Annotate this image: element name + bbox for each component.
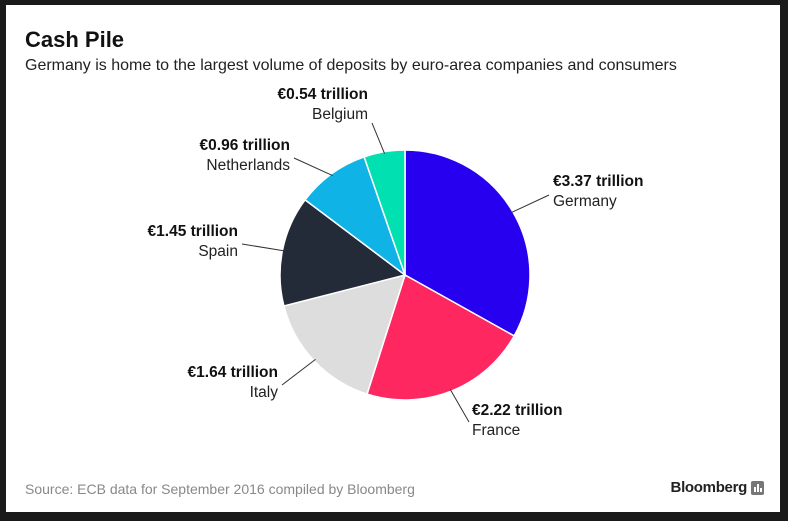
slice-label-germany: €3.37 trillion Germany — [553, 172, 643, 212]
chart-card: Cash Pile Germany is home to the largest… — [6, 5, 780, 512]
leader-line-netherlands — [293, 157, 333, 177]
slice-category-label: Spain — [198, 243, 238, 260]
brand-logo: Bloomberg — [671, 479, 764, 496]
slice-category-label: Netherlands — [206, 157, 290, 174]
leader-line-belgium — [371, 122, 386, 154]
leader-line-italy — [281, 358, 316, 386]
brand-name: Bloomberg — [670, 479, 748, 496]
slice-label-france: €2.22 trillion France — [472, 401, 562, 441]
pie-slices — [279, 149, 531, 401]
slice-label-netherlands: €0.96 trillion Netherlands — [200, 136, 290, 176]
pie-chart — [241, 122, 550, 423]
slice-label-belgium: €0.54 trillion Belgium — [278, 85, 368, 125]
leader-line-germany — [510, 194, 550, 214]
leader-lines — [241, 122, 550, 423]
slice-label-italy: €1.64 trillion Italy — [188, 363, 278, 403]
slice-label-spain: €1.45 trillion Spain — [148, 222, 238, 262]
leader-line-spain — [241, 243, 285, 252]
slice-value-label: €1.64 trillion — [187, 364, 278, 381]
slice-value-label: €3.37 trillion — [553, 173, 644, 190]
slice-category-label: Belgium — [312, 106, 368, 123]
slice-value-label: €1.45 trillion — [147, 223, 238, 240]
slice-value-label: €0.96 trillion — [199, 137, 290, 154]
leader-line-france — [449, 389, 470, 423]
slice-category-label: France — [472, 422, 521, 439]
chart-subtitle: Germany is home to the largest volume of… — [25, 57, 677, 74]
slice-category-label: Italy — [249, 384, 278, 401]
bloomberg-bars-icon — [751, 480, 764, 495]
slice-category-label: Germany — [553, 193, 617, 210]
slice-value-label: €2.22 trillion — [472, 402, 563, 419]
source-note: Source: ECB data for September 2016 comp… — [25, 481, 415, 497]
chart-title: Cash Pile — [25, 27, 125, 52]
slice-value-label: €0.54 trillion — [277, 86, 368, 103]
